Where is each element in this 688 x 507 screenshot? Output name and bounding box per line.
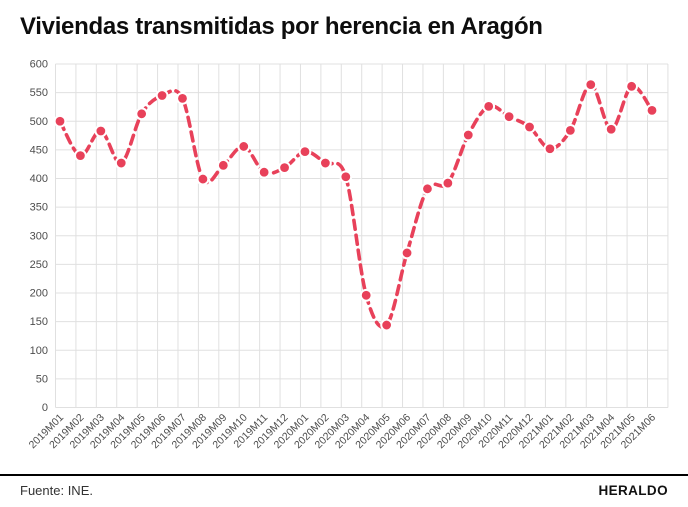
data-point-marker — [584, 78, 598, 92]
data-point-marker — [135, 107, 149, 121]
y-axis-tick-label: 250 — [30, 259, 48, 271]
data-point-marker — [298, 145, 312, 158]
y-axis-tick-label: 350 — [30, 202, 48, 214]
data-point-marker — [645, 103, 659, 117]
data-point-marker — [257, 165, 271, 179]
data-point-marker — [359, 288, 373, 302]
y-axis-tick-label: 550 — [30, 87, 48, 99]
y-axis-tick-label: 450 — [30, 144, 48, 156]
y-axis-tick-label: 150 — [30, 316, 48, 328]
data-point-marker — [482, 99, 496, 113]
data-point-marker — [94, 124, 108, 138]
data-point-marker — [53, 114, 67, 128]
y-axis-tick-label: 600 — [30, 59, 48, 71]
data-point-marker — [237, 140, 251, 153]
y-axis-tick-label: 50 — [36, 373, 48, 385]
y-axis-tick-label: 200 — [30, 288, 48, 300]
data-point-marker — [278, 161, 291, 175]
data-point-marker — [461, 128, 475, 142]
y-axis-tick-label: 400 — [30, 173, 48, 185]
y-axis-tick-label: 300 — [30, 230, 48, 242]
data-point-marker — [318, 156, 332, 170]
data-point-marker — [400, 246, 414, 260]
data-point-marker — [74, 149, 87, 163]
y-axis-tick-label: 0 — [42, 402, 48, 414]
data-point-marker — [523, 120, 536, 134]
y-axis-tick-label: 100 — [30, 345, 48, 357]
data-point-marker — [155, 89, 169, 102]
data-point-marker — [604, 122, 618, 136]
source-label: Fuente: INE. — [20, 483, 93, 498]
line-chart: 0501001502002503003504004505005506002019… — [27, 59, 669, 451]
data-point-marker — [114, 156, 128, 170]
page-title: Viviendas transmitidas por herencia en A… — [20, 13, 543, 40]
data-point-marker — [380, 318, 394, 332]
data-point-marker — [176, 91, 189, 105]
data-point-marker — [421, 182, 434, 196]
data-point-marker — [543, 142, 557, 156]
data-point-marker — [625, 79, 638, 93]
data-point-marker — [502, 110, 516, 124]
data-point-marker — [216, 158, 230, 172]
data-point-marker — [339, 170, 353, 184]
y-axis-tick-label: 500 — [30, 116, 48, 128]
data-point-marker — [196, 172, 210, 186]
data-point-marker — [563, 124, 577, 137]
footer-bar: Fuente: INE. HERALDO — [0, 474, 688, 505]
brand-logo: HERALDO — [598, 483, 668, 498]
data-point-marker — [441, 176, 455, 190]
